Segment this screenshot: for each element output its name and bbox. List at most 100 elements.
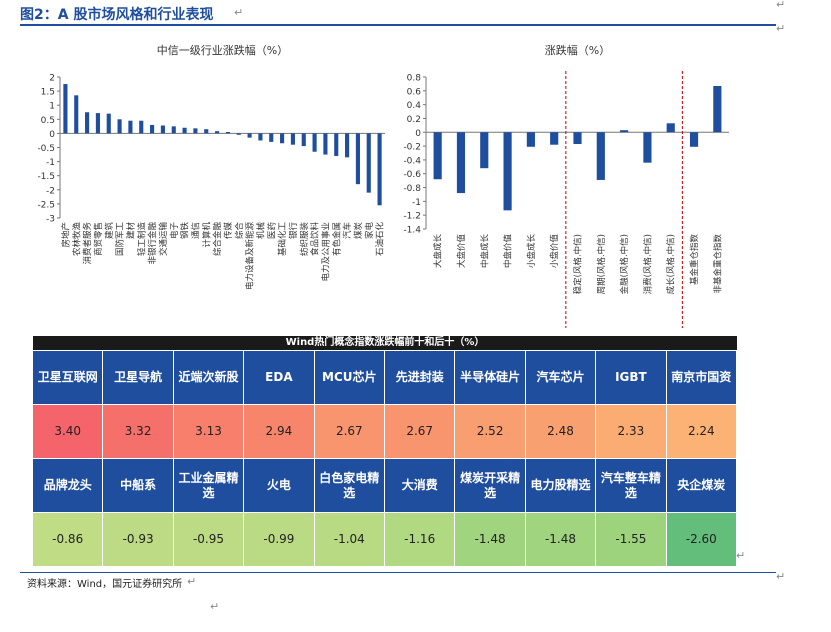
y-tick-label: -0.2 <box>403 143 421 153</box>
y-tick-label: -2 <box>46 186 55 196</box>
y-tick-label: 0.6 <box>407 87 422 97</box>
x-tick-label: 大盘价值 <box>456 234 467 269</box>
concept-value: -0.99 <box>244 513 315 567</box>
y-tick-label: 0.5 <box>41 116 55 126</box>
x-tick-label: 中盘成长 <box>479 234 490 269</box>
concept-value: -1.04 <box>314 513 385 567</box>
x-tick-label: 综合金融 <box>212 222 223 257</box>
x-tick-label: 商贸零售 <box>93 222 104 256</box>
y-tick-label: -1.2 <box>403 212 421 222</box>
source-note: 资料来源：Wind，国元证券研究所 <box>27 579 183 590</box>
x-tick-label: 基础化工 <box>277 222 288 257</box>
bar-15 <box>215 131 220 134</box>
concept-name: 卫星互联网 <box>33 351 104 405</box>
concept-value: -1.48 <box>455 513 526 567</box>
x-tick-label: 成长(风格.中信) <box>666 234 677 294</box>
bar-3 <box>85 112 90 134</box>
x-tick-label: 周期(风格.中信) <box>596 234 607 294</box>
x-tick-label: 煤炭 <box>353 222 364 240</box>
bar-1 <box>63 84 68 134</box>
x-tick-label: 机械 <box>255 222 266 240</box>
concept-value: -0.93 <box>103 513 174 567</box>
bar-11 <box>666 123 675 133</box>
bar-14 <box>204 129 209 134</box>
concept-value: 2.52 <box>455 405 526 459</box>
bar-2 <box>74 95 79 134</box>
concept-value: -1.48 <box>525 513 597 567</box>
x-tick-label: 小盘成长 <box>526 234 537 269</box>
x-tick-label: 金融(风格.中信) <box>619 234 630 294</box>
x-tick-label: 计算机 <box>201 222 212 248</box>
concept-name: 近端次新股 <box>173 351 245 405</box>
bar-8 <box>139 120 144 134</box>
concept-value: -1.55 <box>596 513 667 567</box>
bar-13 <box>193 128 198 134</box>
x-tick-label: 传媒 <box>223 222 234 240</box>
concept-value: 3.40 <box>33 405 104 459</box>
bar-5 <box>106 113 111 134</box>
bar-10 <box>643 132 652 163</box>
x-tick-label: 综合 <box>234 222 245 240</box>
concept-value: 2.94 <box>244 405 315 459</box>
bar-9 <box>150 124 155 134</box>
bar-8 <box>596 132 605 180</box>
bar-12 <box>182 127 187 134</box>
bottom-divider <box>20 572 776 573</box>
bar-7 <box>573 132 582 145</box>
industry-chart: 中信一级行业涨跌幅（%） 2 1.5 1 0.5 0 -0.5 -1 -1.5 -2 -2.5 -3 房… <box>37 43 385 291</box>
concept-name: 中船系 <box>103 459 174 513</box>
y-tick-label: 0 <box>49 130 55 140</box>
bar-20 <box>269 133 274 142</box>
bar-9 <box>620 130 629 133</box>
x-tick-label: 轻工制造 <box>136 222 147 257</box>
x-tick-label: 通信 <box>190 222 201 240</box>
chart-title: 中信一级行业涨跌幅（%） <box>157 43 288 57</box>
bar-19 <box>258 133 263 141</box>
x-tick-label: 钢铁 <box>180 222 191 240</box>
concept-name: 汽车整车精选 <box>596 459 667 513</box>
x-tick-label: 大盘成长 <box>433 234 444 269</box>
bar-27 <box>345 133 350 158</box>
bar-25 <box>323 133 328 155</box>
bar-26 <box>334 133 339 156</box>
concept-name: 大消费 <box>385 459 456 513</box>
x-tick-label: 交通运输 <box>158 222 169 257</box>
concept-name: 品牌龙头 <box>33 459 104 513</box>
concept-value: 3.13 <box>173 405 245 459</box>
y-tick-label: -0.4 <box>403 156 421 166</box>
x-tick-label: 电子 <box>169 222 180 240</box>
x-tick-label: 食品饮料 <box>310 222 321 257</box>
x-tick-label: 国防军工 <box>115 222 126 257</box>
concept-name: 电力股精选 <box>525 459 597 513</box>
concept-value: 2.24 <box>666 405 737 459</box>
x-tick-label: 消费者服务 <box>82 222 93 265</box>
x-tick-label: 电力设备及新能源 <box>245 222 256 291</box>
concept-table: 卫星互联网 卫星导航 近端次新股 EDA MCU芯片 先进封装 半导体硅片 汽车芯片 IGBT 南… <box>33 351 737 567</box>
x-tick-label: 房地产 <box>60 222 71 248</box>
y-tick-label: -1 <box>46 158 55 168</box>
y-tick-label: 2 <box>49 74 55 84</box>
y-tick-label: 0.2 <box>407 115 421 125</box>
bar-21 <box>280 133 285 144</box>
bar-7 <box>128 120 133 134</box>
x-tick-label: 家电 <box>364 222 375 240</box>
concept-value: 2.33 <box>596 405 667 459</box>
bar-6 <box>117 119 122 134</box>
concept-value: 2.48 <box>525 405 597 459</box>
bar-1 <box>433 132 442 180</box>
x-tick-label: 农林牧渔 <box>71 222 82 257</box>
x-tick-label: 非基金重仓指数 <box>712 234 723 294</box>
return-mark: ↵ <box>210 600 220 613</box>
x-tick-label: 稳定(风格.中信) <box>573 234 584 294</box>
bar-30 <box>377 133 382 206</box>
concept-value: 2.67 <box>314 405 385 459</box>
concept-name: 半导体硅片 <box>455 351 526 405</box>
bar-13 <box>713 85 722 133</box>
bar-29 <box>366 133 371 193</box>
y-tick-label: -0.5 <box>37 144 55 154</box>
concept-name: 南京市国资 <box>666 351 737 405</box>
return-mark: ↵ <box>736 549 746 562</box>
x-tick-label: 非银行金融 <box>147 222 158 265</box>
figure-title: 图2：A 股市场风格和行业表现 <box>20 7 214 23</box>
y-tick-label: -1 <box>412 198 421 208</box>
